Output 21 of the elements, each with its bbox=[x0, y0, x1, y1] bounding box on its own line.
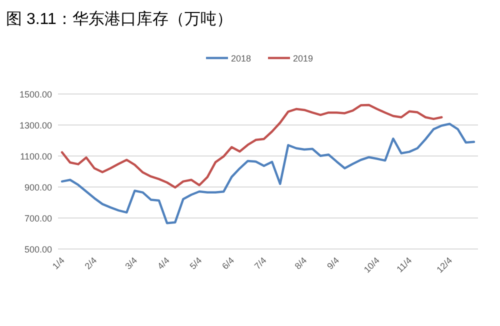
x-tick-label: 9/4 bbox=[325, 255, 342, 272]
y-tick-label: 500.00 bbox=[24, 244, 52, 254]
legend-label: 2019 bbox=[293, 54, 314, 64]
y-tick-label: 1300.00 bbox=[19, 120, 52, 130]
line-series bbox=[60, 104, 443, 189]
chart-title: 图 3.11：华东港口库存（万吨） bbox=[6, 10, 232, 28]
y-tick-label: 1100.00 bbox=[20, 152, 52, 162]
x-tick-label: 11/4 bbox=[394, 255, 414, 274]
x-tick-label: 5/4 bbox=[188, 255, 204, 272]
line-series bbox=[60, 122, 476, 224]
x-tick-label: 1/4 bbox=[50, 255, 66, 272]
x-tick-label: 6/4 bbox=[220, 255, 236, 272]
x-tick-label: 8/4 bbox=[292, 255, 309, 272]
x-tick-label: 3/4 bbox=[123, 255, 140, 272]
legend-label: 2018 bbox=[231, 54, 252, 64]
x-tick-label: 7/4 bbox=[252, 255, 268, 272]
y-tick-label: 900.00 bbox=[24, 182, 52, 192]
y-tick-label: 700.00 bbox=[24, 214, 52, 224]
x-tick-label: 4/4 bbox=[156, 255, 172, 272]
y-tick-label: 1500.00 bbox=[19, 90, 52, 100]
x-tick-label: 2/4 bbox=[82, 255, 99, 272]
